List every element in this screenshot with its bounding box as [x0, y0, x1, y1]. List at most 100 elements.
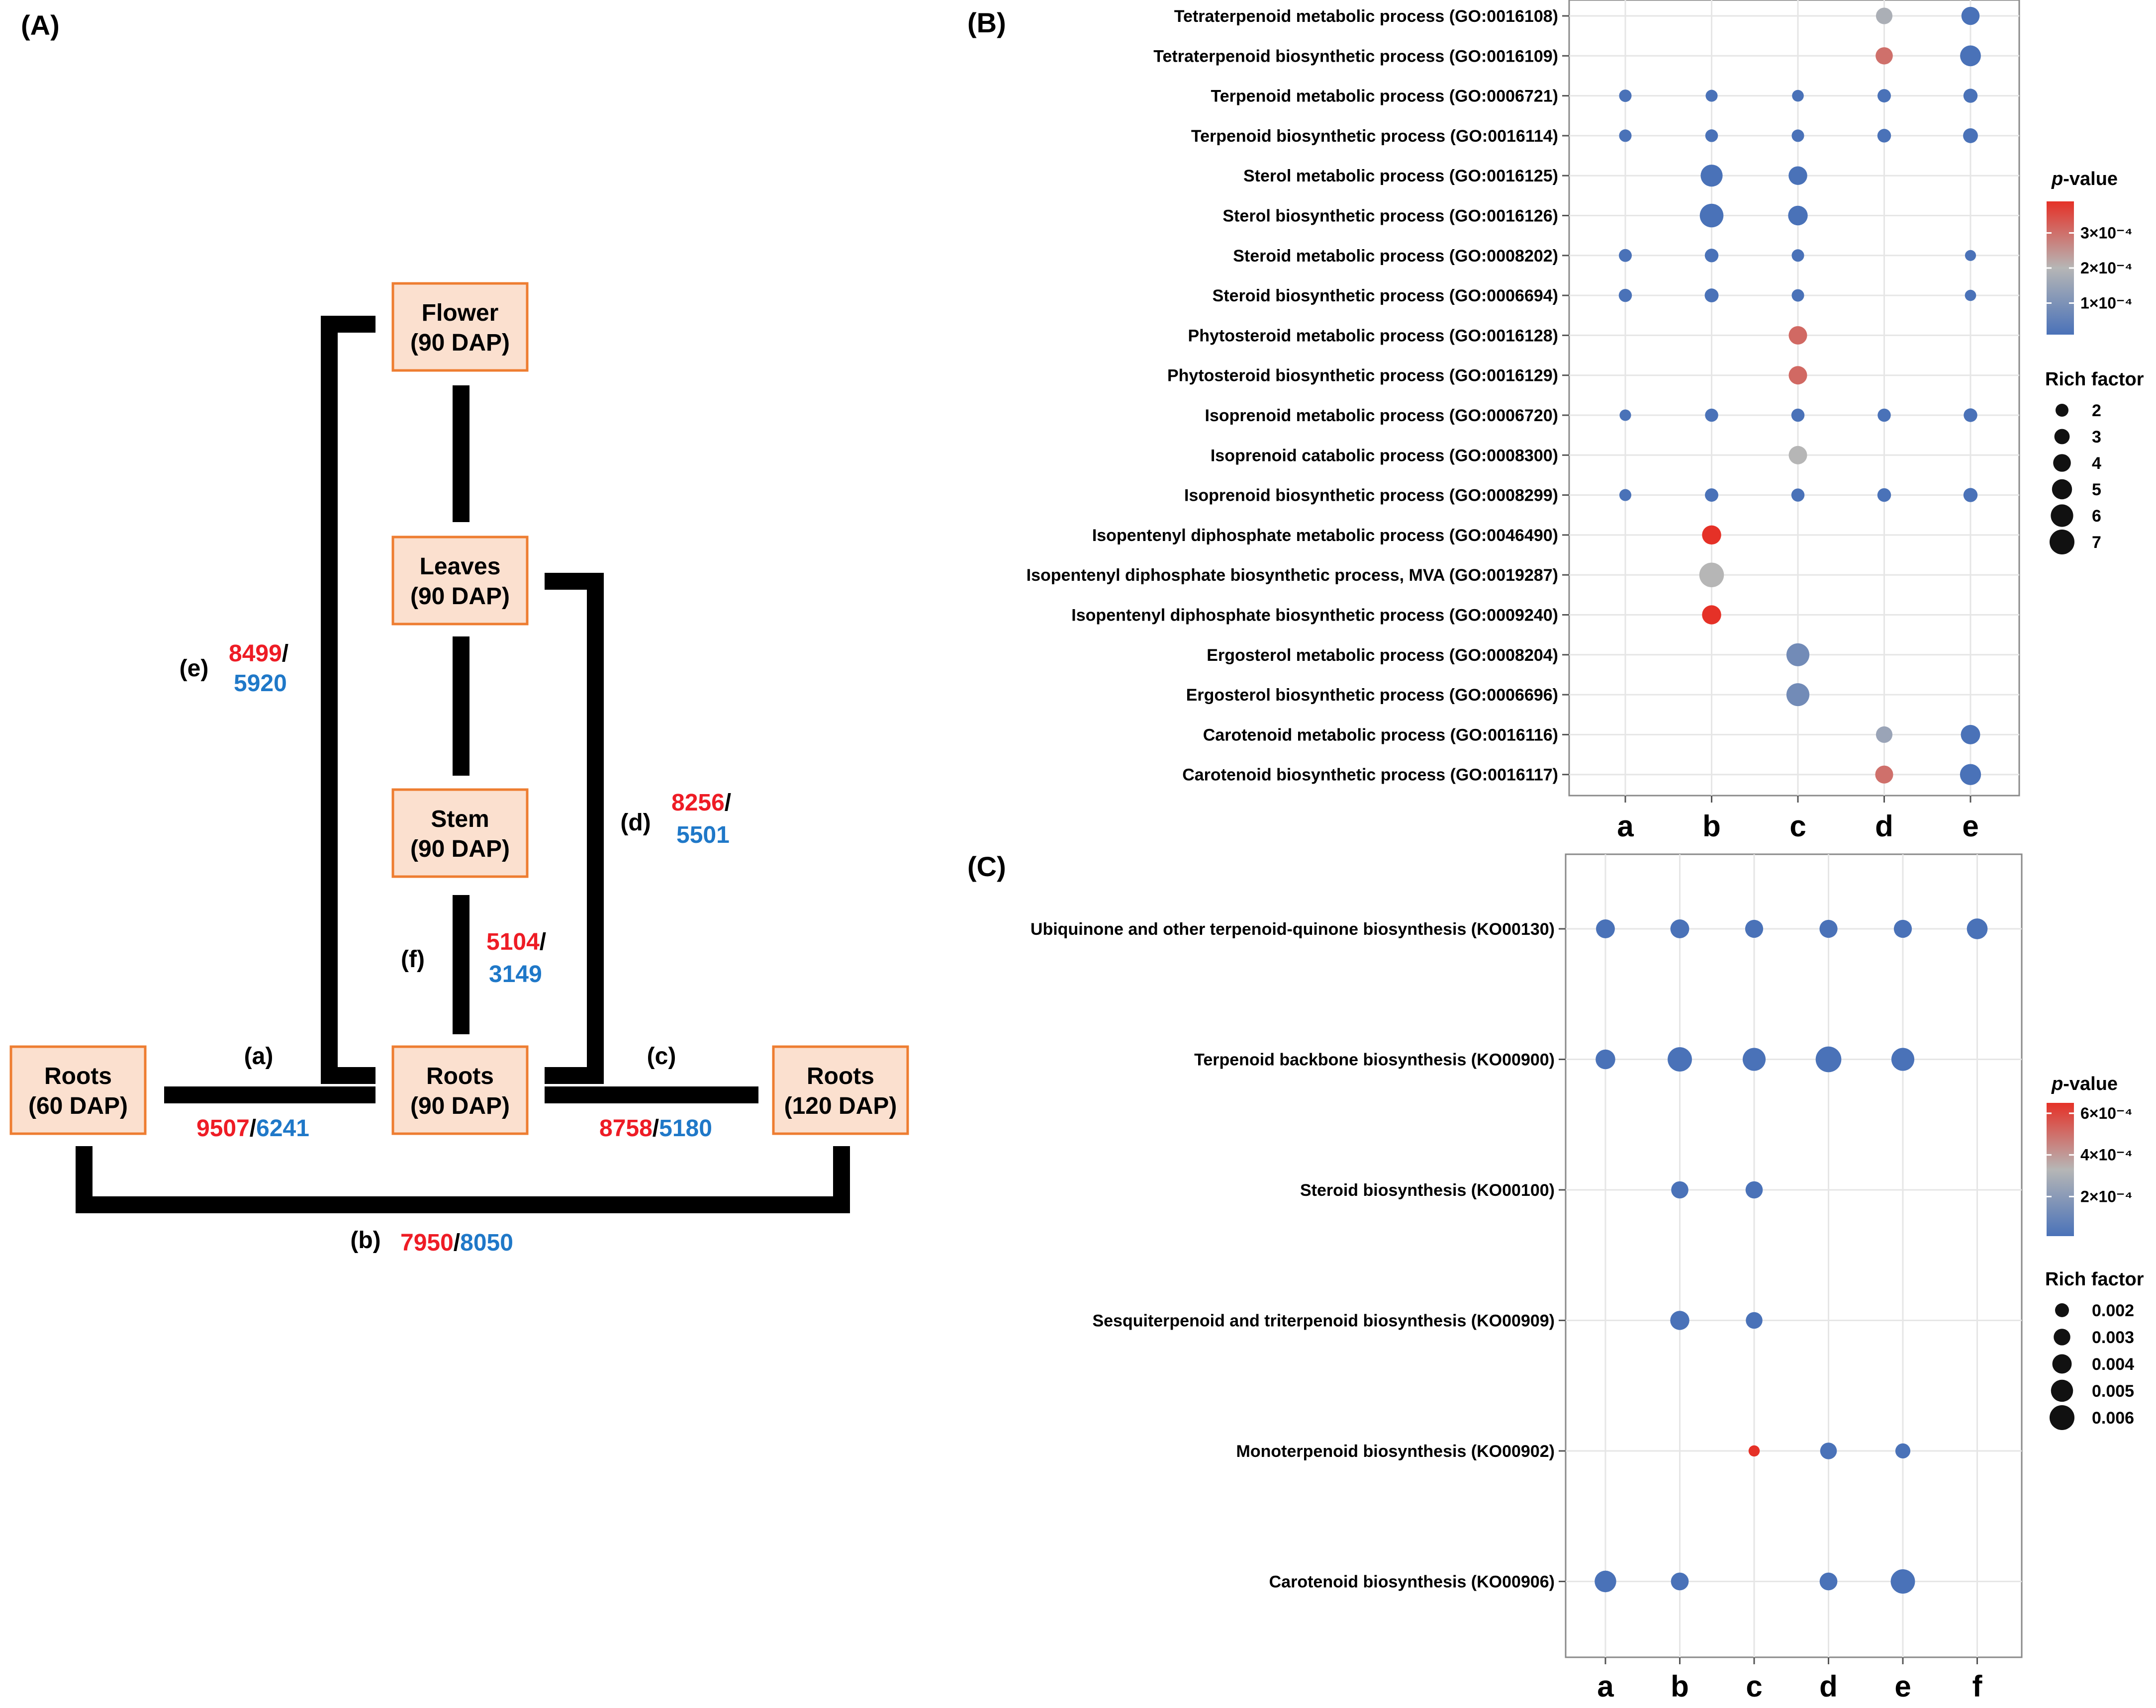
node-roots-120: Roots (120 DAP) [772, 1045, 909, 1135]
b-bubble [1875, 726, 1893, 743]
b-bubble [1699, 562, 1724, 587]
b-bubble [1877, 129, 1891, 143]
c-bubble [1746, 1312, 1763, 1329]
c-term-label: Ubiquinone and other terpenoid-quinone b… [1031, 920, 1555, 939]
comparison-e-label: (e) [180, 655, 209, 682]
b-bubble [1618, 288, 1632, 302]
b-term-label: Isopentenyl diphosphate biosynthetic pro… [1071, 606, 1558, 625]
b-bubble [1965, 250, 1976, 261]
b-bubble [1786, 643, 1810, 666]
b-size-key [2053, 454, 2071, 472]
b-size-key [2050, 530, 2074, 554]
c-size-key [2052, 1354, 2072, 1374]
comparison-d-label: (d) [620, 809, 651, 836]
b-size-label: 5 [2092, 480, 2101, 499]
b-colorbar-label: 2×10⁻⁴ [2080, 259, 2133, 277]
leaves-stem-link [453, 636, 469, 776]
node-leaves-name: Leaves [420, 553, 501, 580]
comparison-c-label: (c) [647, 1043, 676, 1070]
node-roots-60: Roots (60 DAP) [9, 1045, 147, 1135]
node-roots-60-age: (60 DAP) [28, 1093, 128, 1119]
b-size-label: 3 [2092, 428, 2101, 447]
bracket-e-top [321, 316, 375, 333]
c-term-label: Carotenoid biosynthesis (KO00906) [1269, 1573, 1555, 1592]
c-size-key [2050, 1405, 2074, 1430]
panel-a-connectors [76, 316, 850, 1213]
panel-c-pvalue-legend: p-value 6×10⁻⁴ 4×10⁻⁴ 2×10⁻⁴ [2047, 1074, 2133, 1236]
comparison-a-up: 9507 [196, 1115, 250, 1142]
b-bubble [1791, 249, 1804, 262]
c-bubble [1819, 919, 1838, 938]
b-bubble [1704, 288, 1719, 303]
c-size-label: 0.003 [2092, 1328, 2134, 1347]
b-bubble [1786, 683, 1810, 707]
c-term-label: Steroid biosynthesis (KO00100) [1300, 1181, 1555, 1200]
b-bubble [1788, 166, 1807, 185]
c-bubble [1596, 919, 1615, 938]
b-bubble [1699, 203, 1724, 228]
c-size-key [2051, 1379, 2073, 1402]
c-bubble [1671, 1572, 1689, 1591]
c-bubble [1893, 919, 1912, 938]
b-x-tick-label: c [1789, 809, 1806, 843]
panel-c-size-legend: Rich factor 0.002 0.003 0.004 0.005 0.006 [2045, 1269, 2144, 1430]
comparison-d-down: 5501 [676, 822, 730, 848]
b-bubble [1961, 6, 1980, 25]
b-size-label: 4 [2092, 454, 2101, 473]
panel-c-points [1594, 918, 1988, 1594]
c-bubble [1671, 1181, 1688, 1199]
b-bubble [1705, 488, 1718, 502]
panel-c-size-title: Rich factor [2045, 1269, 2144, 1290]
b-x-tick-label: a [1617, 809, 1634, 843]
b-bubble [1705, 90, 1718, 102]
b-bubble [1705, 129, 1718, 142]
b-term-label: Tetraterpenoid biosynthetic process (GO:… [1153, 47, 1558, 66]
b-term-label: Terpenoid biosynthetic process (GO:00161… [1191, 127, 1558, 146]
comparison-b-up: 7950 [400, 1230, 454, 1256]
b-bubble [1791, 129, 1804, 142]
c-size-key [2055, 1303, 2069, 1317]
panel-b-size-items: 2 3 4 5 6 7 [2050, 401, 2101, 554]
bracket-d-bottom [545, 1067, 604, 1084]
c-size-label: 0.005 [2092, 1382, 2134, 1401]
b-term-label: Isopentenyl diphosphate biosynthetic pro… [1027, 566, 1558, 585]
b-term-label: Sterol biosynthetic process (GO:0016126) [1222, 207, 1558, 226]
comparison-b-counts: 7950/8050 [400, 1230, 513, 1256]
c-colorbar-label: 4×10⁻⁴ [2080, 1146, 2133, 1164]
c-size-key [2054, 1329, 2070, 1346]
b-bubble [1960, 45, 1981, 67]
panel-c-size-items: 0.002 0.003 0.004 0.005 0.006 [2050, 1301, 2134, 1430]
c-x-tick-label: d [1819, 1670, 1838, 1703]
b-bubble [1961, 724, 1980, 744]
c-bubble [1967, 918, 1988, 939]
b-term-label: Phytosteroid metabolic process (GO:00161… [1188, 326, 1558, 345]
b-term-label: Phytosteroid biosynthetic process (GO:00… [1167, 366, 1558, 385]
b-size-key [2056, 404, 2068, 417]
panel-c-x-ticks: a b c d e f [1597, 1657, 1983, 1703]
panel-b-x-ticks: a b c d e [1617, 796, 1979, 843]
panel-c-terms: Ubiquinone and other terpenoid-quinone b… [1031, 920, 1566, 1592]
c-bubble [1748, 1445, 1760, 1457]
b-size-label: 7 [2092, 533, 2101, 552]
b-bubble [1619, 129, 1632, 142]
b-term-label: Isoprenoid biosynthetic process (GO:0008… [1184, 486, 1558, 505]
b-bubble [1875, 765, 1893, 784]
node-roots-120-age: (120 DAP) [784, 1093, 897, 1119]
panel-c-pvalue-title: p-value [2051, 1074, 2118, 1094]
panel-b-points [1618, 6, 1981, 785]
panel-b-plot-frame [1568, 0, 2020, 797]
comparison-c-up: 8758 [599, 1115, 653, 1142]
b-size-key [2051, 504, 2073, 527]
panel-a-label: (A) [21, 9, 60, 41]
node-flower-name: Flower [422, 300, 499, 326]
b-term-label: Ergosterol metabolic process (GO:0008204… [1207, 646, 1558, 665]
comparison-f-down: 3149 [489, 961, 542, 988]
c-colorbar-label: 6×10⁻⁴ [2080, 1104, 2133, 1122]
b-bubble [1965, 289, 1976, 301]
comparison-b-label: (b) [350, 1227, 380, 1254]
b-x-tick-label: e [1962, 809, 1978, 843]
panel-c: (C) Ubiquinone and other terpenoid-quino… [967, 851, 2144, 1703]
b-bubble [1788, 366, 1807, 385]
b-size-label: 6 [2092, 507, 2101, 526]
